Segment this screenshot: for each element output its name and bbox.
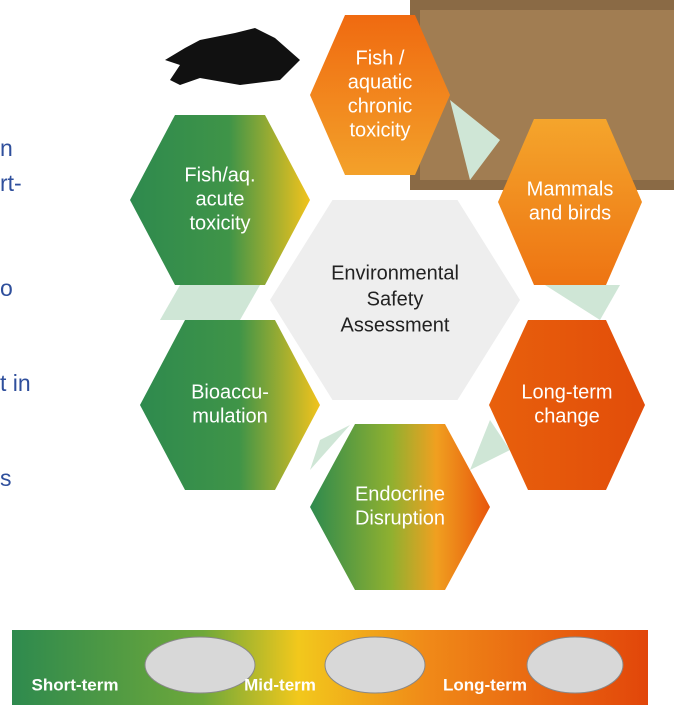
hex-label: Fish / xyxy=(356,47,405,69)
hex-label: Endocrine xyxy=(355,483,445,505)
scale-label: Long-term xyxy=(443,675,527,694)
hex-label: aquatic xyxy=(348,71,413,93)
hex-label: acute xyxy=(196,188,245,210)
scale-label: Short-term xyxy=(32,675,119,694)
scale-label: Mid-term xyxy=(244,675,316,694)
hexagon xyxy=(498,119,642,285)
center-hexagon xyxy=(270,200,520,400)
hex-label: toxicity xyxy=(349,119,410,141)
side-text: n xyxy=(0,135,13,161)
side-text: s xyxy=(0,465,12,491)
side-text: o xyxy=(0,275,13,301)
hexagon xyxy=(130,115,310,285)
hexagon xyxy=(489,320,645,490)
fish-silhouette xyxy=(165,28,300,85)
side-text: rt- xyxy=(0,170,22,196)
baskets xyxy=(144,636,624,694)
hexagon xyxy=(310,15,450,175)
hex-label: Long-term xyxy=(521,381,612,403)
hex-label: Bioaccu- xyxy=(191,381,269,403)
hex-label: Mammals xyxy=(527,178,614,200)
hexagon xyxy=(310,424,490,590)
hex-label: Environmental xyxy=(331,262,459,284)
hex-label: toxicity xyxy=(189,212,250,234)
hex-label: chronic xyxy=(348,95,412,117)
hex-label: Fish/aq. xyxy=(184,164,255,186)
side-text: t in xyxy=(0,370,31,396)
hex-label: Disruption xyxy=(355,507,445,529)
hex-label: mulation xyxy=(192,405,268,427)
hex-label: Safety xyxy=(367,288,424,310)
hexagon xyxy=(140,320,320,490)
hex-label: Assessment xyxy=(341,314,450,336)
hex-label: and birds xyxy=(529,202,611,224)
hex-label: change xyxy=(534,405,600,427)
connectors xyxy=(160,100,620,470)
